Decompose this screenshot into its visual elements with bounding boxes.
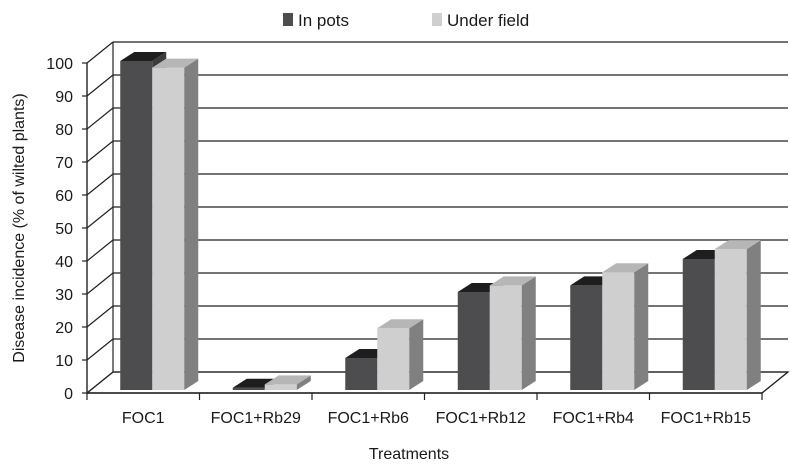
bar-front: [602, 272, 635, 390]
y-tick-label: 60: [55, 188, 73, 205]
grid-depth-line: [86, 371, 114, 394]
grid-depth-line: [86, 107, 114, 130]
grid-depth-line: [86, 305, 114, 328]
bar-front: [377, 328, 410, 390]
bar-under-field-foc1-rb12: [489, 276, 536, 390]
y-tick-label: 10: [55, 353, 73, 370]
bar-top: [120, 52, 167, 61]
y-tick-labels: 0 10 20 30 40 50 60 70 80 90 100: [46, 56, 73, 403]
y-tick-label: 90: [55, 89, 73, 106]
bar-front: [120, 61, 153, 390]
bar-side: [184, 58, 199, 390]
bar-under-field-foc1-rb4: [602, 263, 649, 390]
x-tick-label: FOC1+Rb29: [211, 410, 301, 427]
bar-under-field-foc1-rb15: [714, 240, 761, 390]
bar-top: [602, 263, 649, 273]
bar-top: [489, 276, 536, 286]
bar-front: [570, 285, 603, 390]
y-tick-label: 70: [55, 155, 73, 172]
bar-top: [377, 319, 424, 329]
legend-label-under-field: Under field: [447, 11, 529, 30]
legend-swatch-under-field: [432, 13, 442, 26]
bar-top: [152, 58, 199, 68]
y-tick-label: 100: [46, 56, 73, 73]
legend-swatch-in-pots: [283, 13, 293, 26]
grid-depth-line: [86, 206, 114, 229]
grid-depth-line: [86, 41, 114, 64]
y-tick-label: 20: [55, 320, 73, 337]
y-tick-label: 0: [64, 386, 73, 403]
grid-depth-line: [86, 74, 114, 97]
bar-front: [152, 67, 185, 390]
y-axis-label: Disease incidence (% of wilted plants): [11, 93, 28, 362]
bar-front: [457, 292, 490, 390]
bar-front: [232, 387, 265, 390]
axes: [82, 42, 789, 400]
x-axis-label: Treatments: [369, 446, 449, 463]
bars: [120, 52, 761, 390]
bar-side: [634, 263, 649, 390]
x-tick-labels: FOC1 FOC1+Rb29 FOC1+Rb6 FOC1+Rb12 FOC1+Rb4 FO…: [122, 410, 751, 427]
x-tick-label: FOC1+Rb12: [436, 410, 526, 427]
x-tick-label: FOC1: [122, 410, 165, 427]
bar-front: [714, 249, 747, 390]
legend-label-in-pots: In pots: [298, 11, 349, 30]
y-tick-label: 40: [55, 254, 73, 271]
x-tick-label: FOC1+Rb4: [553, 410, 634, 427]
grid-depth-line: [86, 173, 114, 196]
bar-side: [746, 240, 761, 390]
grid-depth-line: [86, 338, 114, 361]
legend: In pots Under field: [283, 11, 529, 30]
gridlines: [86, 41, 788, 394]
grid-depth-line: [86, 140, 114, 163]
grid-depth-line: [86, 239, 114, 262]
bar-side: [521, 276, 536, 390]
y-tick-label: 50: [55, 221, 73, 238]
bar-front: [345, 358, 378, 390]
bar-top: [264, 375, 311, 385]
bar-front: [264, 384, 297, 390]
y-tick-label: 80: [55, 122, 73, 139]
bar-front: [489, 285, 522, 390]
bar-under-field-foc1-rb6: [377, 319, 424, 390]
bar-under-field-foc1-rb29: [264, 375, 311, 390]
y-tick-label: 30: [55, 287, 73, 304]
bar-under-field-foc1: [152, 58, 199, 390]
x-tick-label: FOC1+Rb6: [328, 410, 409, 427]
bar-side: [409, 319, 424, 390]
bar-side: [296, 375, 311, 390]
bar-front: [682, 259, 715, 390]
bar-top: [714, 240, 761, 250]
floor-right-edge: [761, 371, 789, 394]
grid-depth-line: [86, 272, 114, 295]
x-tick-label: FOC1+Rb15: [661, 410, 751, 427]
